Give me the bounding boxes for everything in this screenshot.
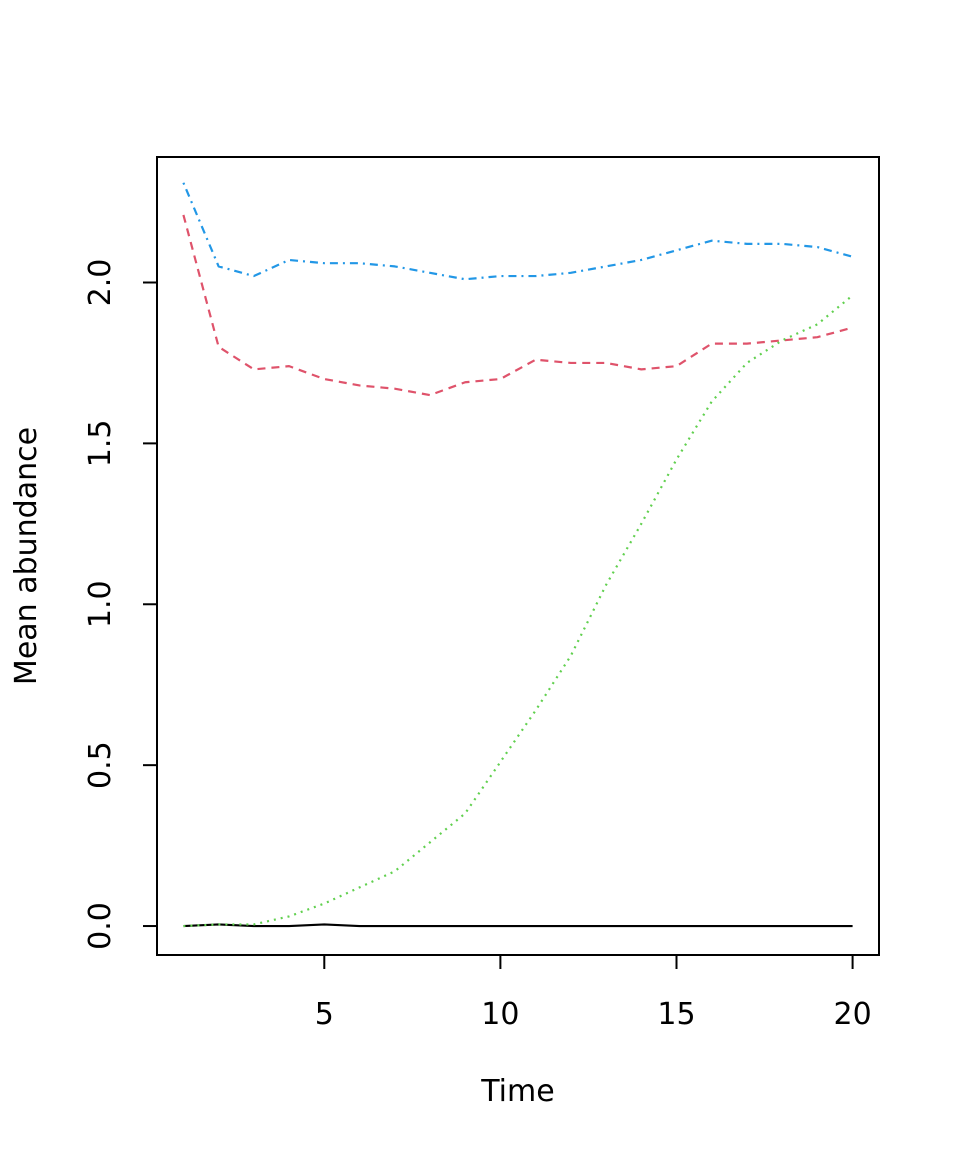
y-tick-label: 0.0: [83, 902, 118, 950]
plot-frame: [156, 156, 880, 956]
series-line-2: [182, 214, 853, 397]
x-tick-label: 10: [481, 997, 519, 1032]
x-axis-title: Time: [480, 1074, 554, 1109]
x-tick-label: 15: [657, 997, 695, 1032]
x-axis: 5 10 15 20: [315, 954, 872, 1032]
series-line-1: [183, 923, 853, 928]
y-tick-label: 1.5: [83, 420, 118, 468]
x-tick-label: 20: [833, 997, 871, 1032]
y-axis-title: Mean abundance: [9, 427, 44, 685]
y-tick-label: 2.0: [83, 259, 118, 307]
x-tick-label: 5: [315, 997, 334, 1032]
y-tick-label: 0.5: [83, 741, 118, 789]
series-line-4: [182, 182, 853, 281]
series-group: [182, 182, 854, 928]
y-tick-label: 1.0: [83, 580, 118, 628]
series-line-3: [183, 294, 854, 928]
y-axis: 0.0 0.5 1.0 1.5 2.0: [83, 259, 158, 950]
